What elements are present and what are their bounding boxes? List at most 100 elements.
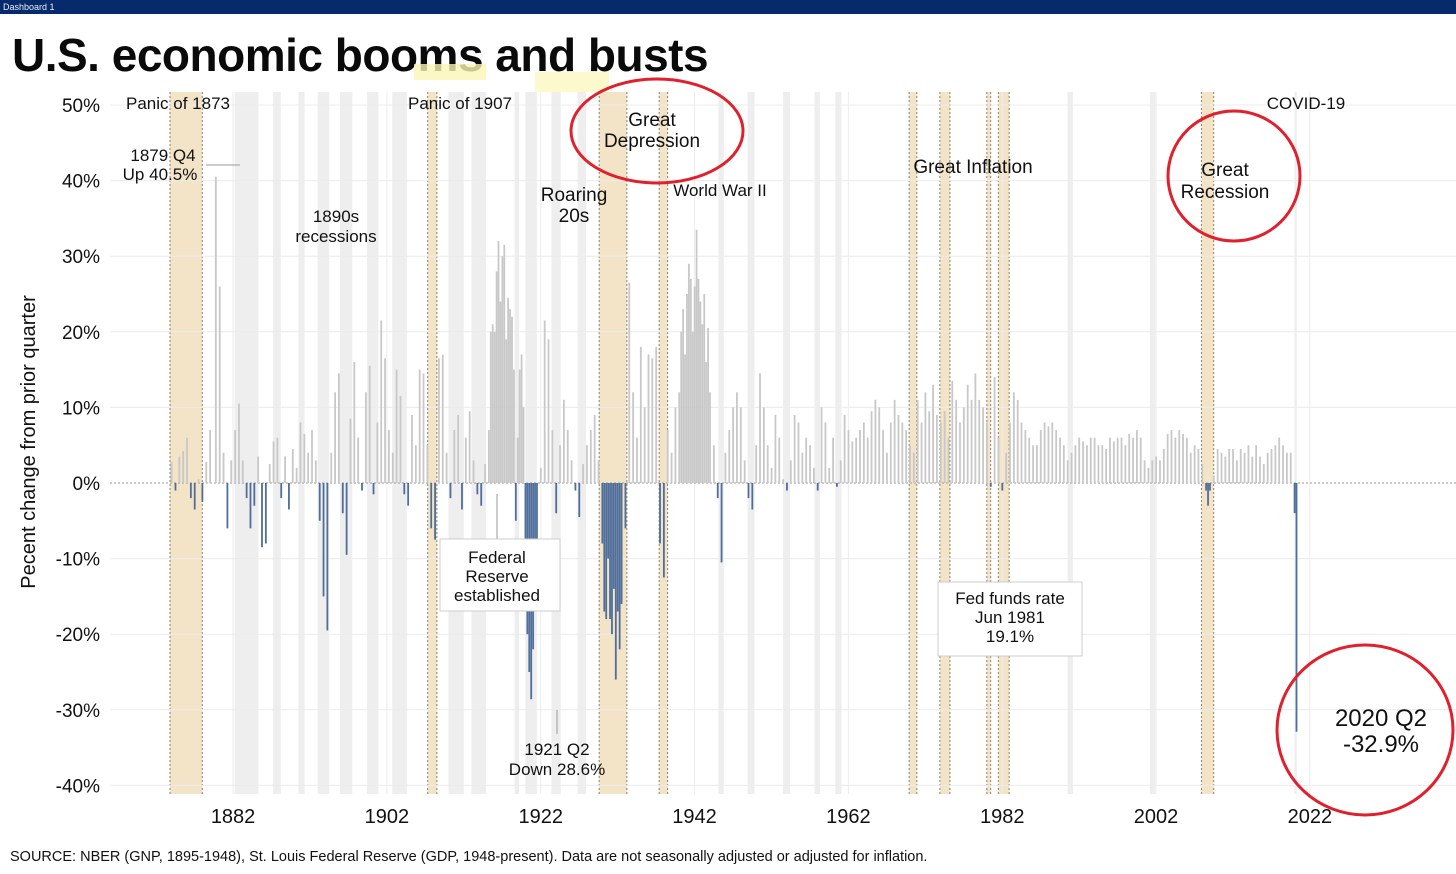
- recession-band: [448, 92, 464, 794]
- bar: [920, 422, 923, 483]
- dashboard-tab[interactable]: Dashboard 1: [3, 2, 55, 12]
- bar: [357, 437, 360, 483]
- bar: [261, 483, 263, 548]
- bar: [893, 399, 896, 483]
- bar: [770, 467, 773, 483]
- bar: [445, 452, 448, 483]
- bar: [511, 316, 513, 483]
- bar: [674, 407, 677, 483]
- bar: [1036, 445, 1038, 483]
- bar: [1212, 475, 1215, 483]
- bar: [513, 369, 515, 483]
- bar: [272, 441, 275, 483]
- bar: [364, 392, 367, 483]
- bar: [520, 354, 523, 483]
- bar: [264, 483, 267, 544]
- bar: [1082, 441, 1084, 483]
- x-tick-label: 1942: [672, 806, 717, 828]
- bar: [241, 460, 244, 483]
- bar: [395, 369, 398, 483]
- bar: [747, 483, 750, 499]
- bar: [314, 460, 317, 483]
- bar: [1009, 422, 1011, 483]
- bar: [1128, 433, 1131, 483]
- bar: [245, 483, 248, 499]
- bar: [1051, 422, 1054, 483]
- bar: [862, 422, 865, 483]
- bar: [1216, 448, 1219, 483]
- bar: [182, 451, 185, 483]
- annotation-1921-q2: 1921 Q2: [524, 740, 589, 759]
- annotation-20s: 20s: [559, 206, 590, 227]
- bar: [1136, 430, 1138, 483]
- bar: [805, 437, 808, 483]
- bar: [499, 301, 502, 483]
- bar: [380, 320, 383, 483]
- bar: [547, 339, 550, 483]
- bar: [859, 430, 861, 483]
- bar: [1112, 441, 1115, 483]
- bar: [699, 301, 702, 483]
- bar: [1105, 448, 1108, 483]
- bar: [666, 430, 669, 483]
- recession-band: [835, 92, 842, 794]
- bar: [303, 433, 306, 483]
- bar: [743, 460, 746, 483]
- bar: [909, 445, 911, 483]
- bar: [1109, 437, 1111, 483]
- bar: [955, 399, 958, 483]
- bar: [855, 437, 858, 483]
- bar: [962, 407, 965, 483]
- bar: [391, 452, 394, 483]
- bar: [828, 467, 831, 483]
- bar: [253, 483, 256, 506]
- bar: [189, 483, 192, 499]
- bar: [384, 358, 386, 483]
- bar: [659, 483, 661, 544]
- highlight-mark: [535, 72, 609, 92]
- bar: [353, 362, 356, 483]
- annotation-great-depression-2: Depression: [604, 131, 700, 152]
- bar: [601, 483, 604, 544]
- bar: [812, 467, 815, 483]
- bar: [882, 430, 884, 483]
- bar: [684, 354, 686, 483]
- bar: [970, 399, 973, 483]
- highlight-circle-2020: [1275, 643, 1455, 817]
- bar: [1170, 430, 1173, 483]
- annotation-world-war-ii: World War II: [673, 181, 767, 200]
- bar: [307, 452, 310, 483]
- bar: [1182, 433, 1184, 483]
- bar: [468, 411, 471, 483]
- bar: [843, 414, 846, 483]
- bar: [574, 483, 577, 491]
- bar: [338, 373, 340, 483]
- bar: [678, 392, 681, 483]
- bar: [778, 437, 781, 483]
- bar: [597, 460, 600, 483]
- recession-band: [599, 92, 627, 794]
- bar: [472, 460, 475, 483]
- bar: [368, 365, 371, 483]
- bar: [311, 430, 313, 483]
- bar: [724, 452, 727, 483]
- bar: [643, 407, 646, 483]
- bar: [589, 430, 592, 483]
- bar: [1070, 452, 1073, 483]
- y-axis: 50% 40% 30% 20% 10% 0% -10% -20% -30% -40%: [56, 96, 100, 797]
- bar: [1116, 437, 1119, 483]
- annotation-1890s: 1890s: [313, 207, 359, 226]
- bar: [716, 483, 719, 499]
- bar: [851, 441, 854, 483]
- bar: [341, 483, 344, 514]
- bar: [695, 229, 698, 483]
- bar: [218, 286, 221, 483]
- y-tick-label: -40%: [56, 776, 100, 797]
- recession-band: [986, 92, 991, 794]
- bar: [982, 407, 984, 483]
- bar: [1020, 422, 1023, 483]
- bar: [578, 483, 581, 518]
- bar: [924, 392, 927, 483]
- bar: [249, 483, 252, 529]
- bar: [793, 414, 796, 483]
